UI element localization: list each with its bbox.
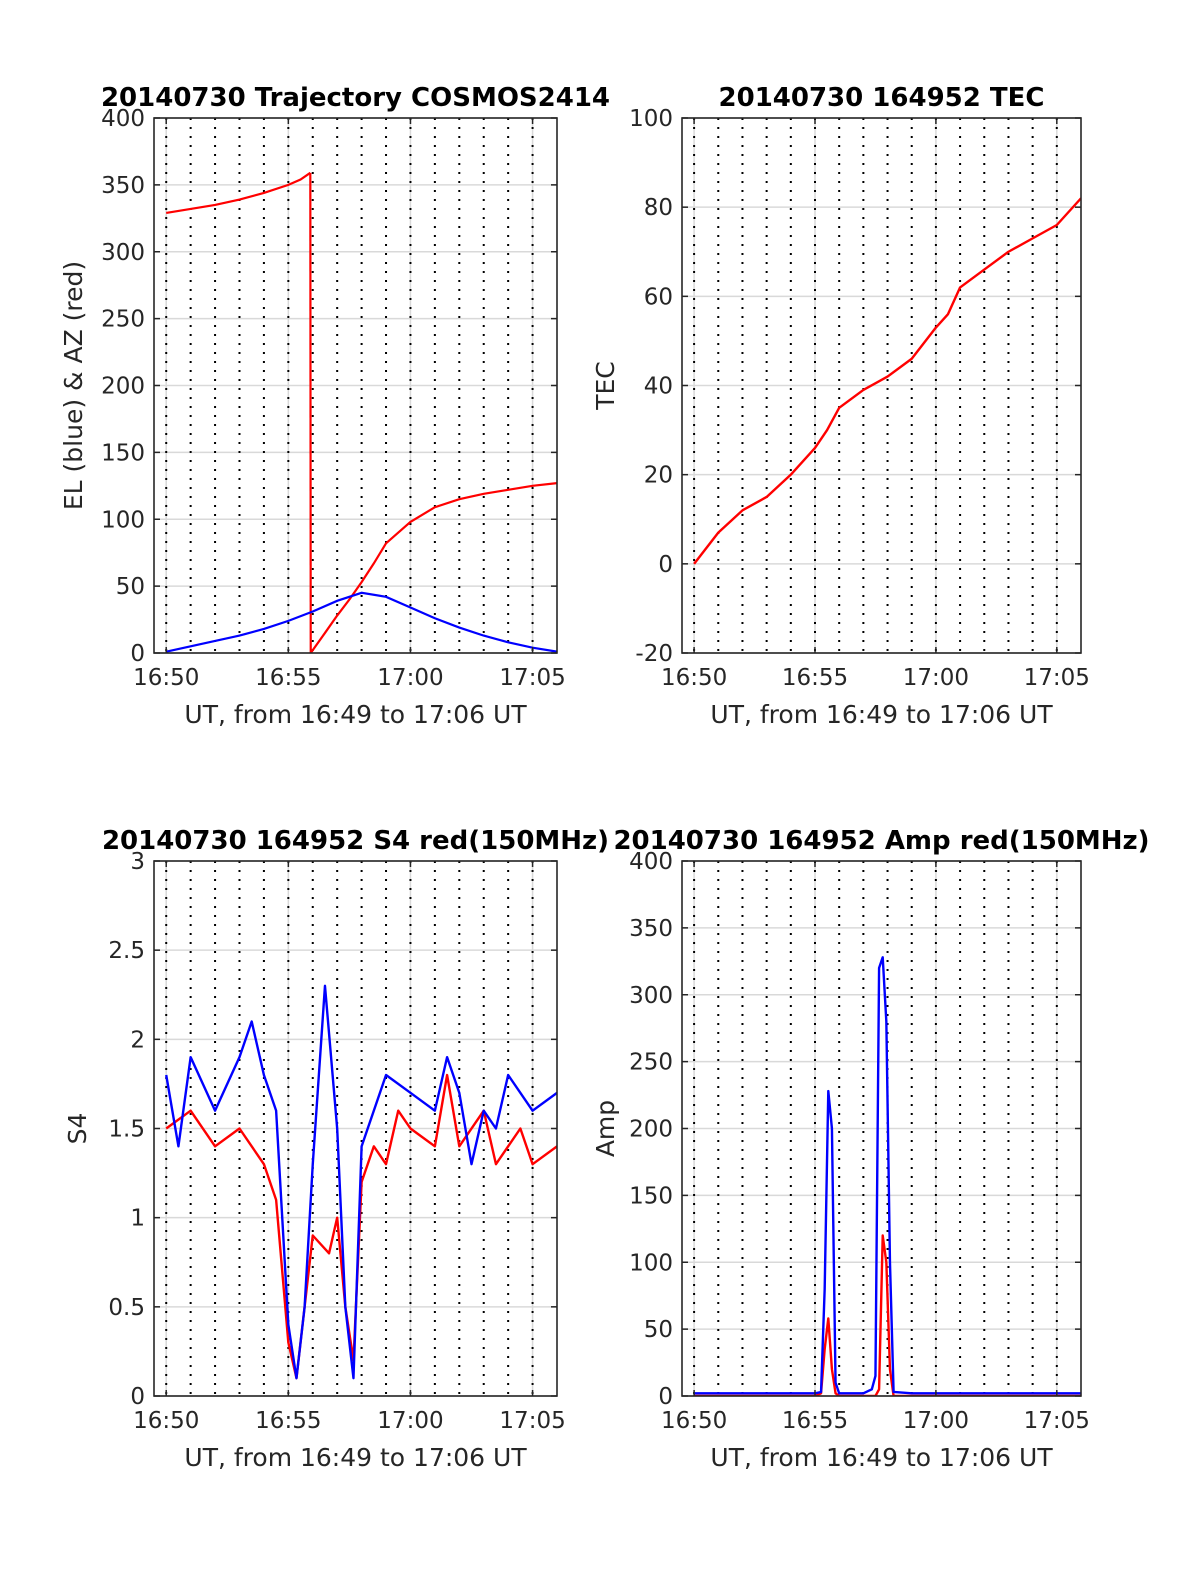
series-line bbox=[694, 1234, 1081, 1396]
y-tick-label: 300 bbox=[629, 983, 673, 1009]
y-tick-label: 50 bbox=[116, 574, 145, 600]
y-tick-label: 50 bbox=[644, 1317, 673, 1343]
x-tick-label: 16:55 bbox=[255, 1408, 321, 1434]
y-tick-label: 250 bbox=[629, 1050, 673, 1076]
x-tick-label: 17:00 bbox=[377, 1408, 443, 1434]
y-tick-label: -20 bbox=[635, 641, 673, 667]
series-line bbox=[309, 482, 557, 653]
y-tick-label: 0.5 bbox=[108, 1295, 145, 1321]
chart-s4: 16:50 16:55 17:00 17:05 0 0.5 1 1.5 2 2.5 32014073… bbox=[63, 826, 609, 1472]
series-line bbox=[165, 984, 557, 1380]
x-tick-label: 17:05 bbox=[499, 665, 565, 691]
y-axis-label: Amp bbox=[591, 1100, 620, 1157]
y-tick-label: 2 bbox=[130, 1027, 145, 1053]
y-tick-label: 400 bbox=[629, 849, 673, 875]
y-tick-label: 0 bbox=[658, 1384, 673, 1410]
y-axis-label: EL (blue) & AZ (red) bbox=[59, 261, 88, 510]
x-tick-label: 17:00 bbox=[903, 1408, 969, 1434]
series-group bbox=[693, 197, 1081, 565]
y-tick-label: 40 bbox=[644, 374, 673, 400]
x-axis-label: UT, from 16:49 to 17:06 UT bbox=[710, 700, 1053, 729]
chart-title: 20140730 Trajectory COSMOS2414 bbox=[101, 83, 610, 113]
series-line bbox=[166, 171, 311, 215]
series-group bbox=[694, 956, 1081, 1396]
y-tick-label: 350 bbox=[101, 173, 145, 199]
chart-title: 20140730 164952 Amp red(150MHz) bbox=[613, 826, 1149, 856]
y-tick-label: 200 bbox=[629, 1117, 673, 1143]
x-tick-label: 17:05 bbox=[499, 1408, 565, 1434]
x-axis-label: UT, from 16:49 to 17:06 UT bbox=[184, 700, 527, 729]
chart-title: 20140730 164952 TEC bbox=[719, 83, 1045, 113]
y-tick-label: 0 bbox=[130, 641, 145, 667]
y-tick-label: 100 bbox=[101, 507, 145, 533]
y-tick-label: 200 bbox=[101, 374, 145, 400]
y-tick-label: 300 bbox=[101, 240, 145, 266]
y-tick-label: 400 bbox=[101, 106, 145, 132]
x-tick-label: 17:00 bbox=[903, 665, 969, 691]
x-tick-label: 16:50 bbox=[133, 665, 199, 691]
x-tick-label: 16:50 bbox=[133, 1408, 199, 1434]
x-tick-label: 16:55 bbox=[255, 665, 321, 691]
y-tick-label: 150 bbox=[101, 440, 145, 466]
y-tick-label: 80 bbox=[644, 195, 673, 221]
y-tick-label: 3 bbox=[130, 849, 145, 875]
y-tick-label: 20 bbox=[644, 463, 673, 489]
y-tick-label: 100 bbox=[629, 1250, 673, 1276]
y-tick-label: 1 bbox=[130, 1206, 145, 1232]
y-tick-label: 1.5 bbox=[108, 1117, 145, 1143]
x-axis-label: UT, from 16:49 to 17:06 UT bbox=[710, 1443, 1053, 1472]
y-tick-label: 0 bbox=[130, 1384, 145, 1410]
x-tick-label: 17:05 bbox=[1024, 665, 1090, 691]
y-tick-label: 100 bbox=[629, 106, 673, 132]
chart-title: 20140730 164952 S4 red(150MHz) bbox=[102, 826, 609, 856]
x-tick-label: 17:00 bbox=[377, 665, 443, 691]
y-tick-label: 250 bbox=[101, 307, 145, 333]
series-group bbox=[165, 171, 557, 653]
y-tick-label: 0 bbox=[658, 552, 673, 578]
y-axis-label: S4 bbox=[63, 1113, 92, 1145]
x-tick-label: 17:05 bbox=[1024, 1408, 1090, 1434]
chart-amp: 16:50 16:55 17:00 17:05 0 50 100 150 200 250 300 35… bbox=[591, 826, 1150, 1472]
chart-tec: 16:50 16:55 17:00 17:05 -20 0 20 40 60 80 100 20140… bbox=[591, 83, 1090, 729]
y-tick-label: 60 bbox=[644, 284, 673, 310]
x-tick-label: 16:50 bbox=[661, 665, 727, 691]
y-tick-label: 2.5 bbox=[108, 938, 145, 964]
y-axis-label: TEC bbox=[591, 361, 620, 411]
x-tick-label: 16:50 bbox=[661, 1408, 727, 1434]
y-tick-label: 150 bbox=[629, 1183, 673, 1209]
x-tick-label: 16:55 bbox=[782, 665, 848, 691]
x-tick-label: 16:55 bbox=[782, 1408, 848, 1434]
x-axis-label: UT, from 16:49 to 17:06 UT bbox=[184, 1443, 527, 1472]
series-group bbox=[165, 984, 557, 1380]
chart-trajectory: 16:50 16:55 17:00 17:05 0 50 100 150 200 250 300 35… bbox=[59, 83, 610, 729]
y-tick-label: 350 bbox=[629, 916, 673, 942]
